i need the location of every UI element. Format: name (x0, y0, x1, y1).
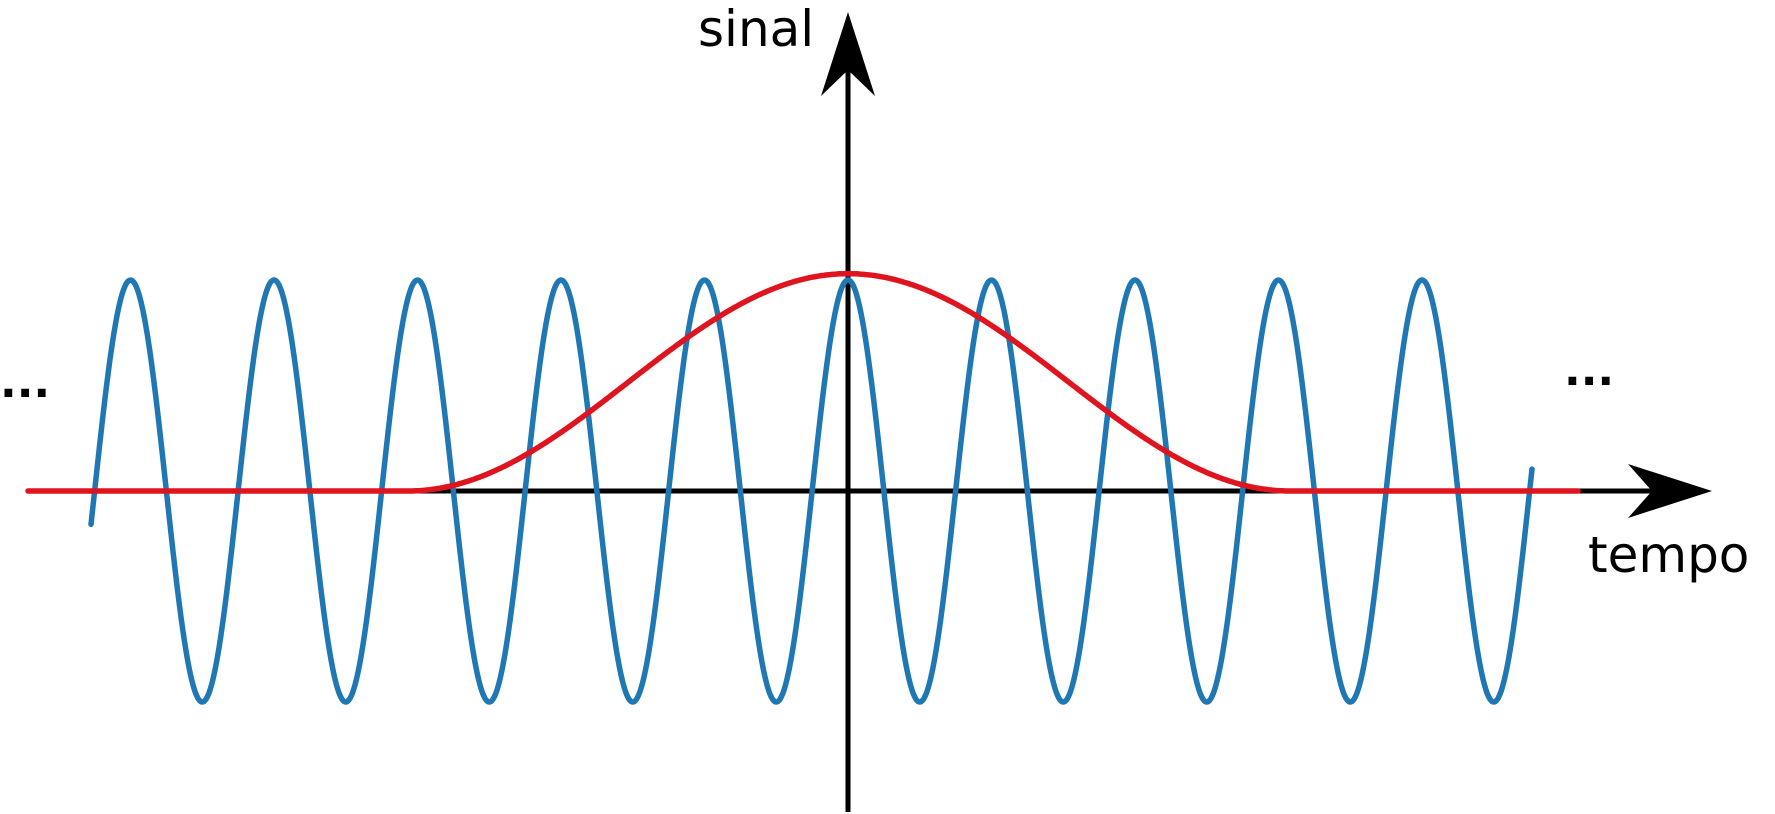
y-axis-arrowhead (821, 12, 875, 96)
x-axis-label: tempo (1588, 526, 1749, 584)
carrier-wave (88, 277, 1535, 705)
envelope-curve (25, 270, 1581, 494)
x-axis-arrowhead (1628, 464, 1712, 518)
ellipsis-left: ... (0, 357, 50, 408)
y-axis-label: sinal (698, 0, 814, 58)
y-axis (821, 12, 875, 812)
ellipsis-right: ... (1564, 345, 1614, 396)
